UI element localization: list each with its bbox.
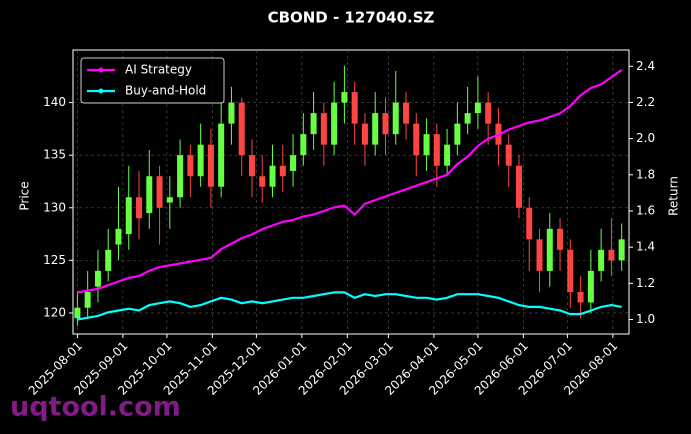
y-tick-label: 140 bbox=[43, 95, 66, 109]
candle-body bbox=[228, 102, 235, 124]
candle-body bbox=[433, 134, 440, 166]
candle-body bbox=[259, 176, 266, 187]
candle-body bbox=[279, 165, 286, 177]
candle-body bbox=[372, 113, 379, 145]
candle-body bbox=[403, 102, 410, 124]
candle-body bbox=[341, 92, 348, 103]
candle-body bbox=[515, 165, 522, 208]
candle-body bbox=[382, 113, 389, 135]
candle-body bbox=[526, 207, 533, 240]
candle-body bbox=[136, 197, 143, 219]
candle-body bbox=[146, 176, 153, 214]
y2-tick-label: 1.0 bbox=[636, 312, 655, 326]
candle-body bbox=[105, 249, 112, 271]
candle-body bbox=[474, 102, 481, 114]
candle-body bbox=[464, 113, 471, 124]
candle-body bbox=[587, 270, 594, 303]
chart-title: CBOND - 127040.SZ bbox=[268, 9, 435, 27]
candle-body bbox=[84, 291, 91, 308]
candle-body bbox=[218, 123, 225, 187]
candle-body bbox=[125, 197, 132, 235]
legend-marker bbox=[98, 88, 104, 94]
candle-body bbox=[331, 102, 338, 145]
candle-body bbox=[74, 307, 81, 319]
candle-body bbox=[505, 144, 512, 166]
candle-body bbox=[423, 134, 430, 156]
legend-box bbox=[80, 57, 225, 104]
candle-body bbox=[392, 102, 399, 135]
candle-body bbox=[269, 165, 276, 187]
y2-tick-label: 2.0 bbox=[636, 131, 655, 145]
candle-body bbox=[290, 155, 297, 171]
candle-body bbox=[444, 144, 451, 166]
candle-body bbox=[207, 144, 214, 187]
candle-body bbox=[166, 197, 173, 203]
candle-body bbox=[156, 176, 163, 208]
y2-tick-label: 1.4 bbox=[636, 240, 655, 254]
candle-body bbox=[248, 155, 255, 177]
legend-label: AI Strategy bbox=[125, 63, 192, 77]
series-line bbox=[77, 291, 622, 321]
y2-tick-label: 1.2 bbox=[636, 276, 655, 290]
candle-body bbox=[351, 92, 358, 124]
candle-body bbox=[300, 134, 307, 156]
y-tick-label: 135 bbox=[43, 148, 66, 162]
candle-body bbox=[546, 228, 553, 271]
plot-frame bbox=[72, 49, 630, 335]
y2-tick-label: 2.4 bbox=[636, 59, 655, 73]
candle-body bbox=[115, 228, 122, 245]
series-line bbox=[77, 68, 623, 294]
candle-body bbox=[454, 123, 461, 145]
candle-body bbox=[94, 270, 101, 287]
candle-body bbox=[320, 113, 327, 145]
y2-tick-label: 1.6 bbox=[636, 203, 655, 217]
candle-body bbox=[557, 228, 564, 250]
candle-body bbox=[361, 123, 368, 145]
y2-tick-label: 2.2 bbox=[636, 95, 655, 109]
y2-tick-label: 1.8 bbox=[636, 167, 655, 181]
legend-label: Buy-and-Hold bbox=[125, 84, 206, 98]
candle-body bbox=[187, 155, 194, 177]
candle-body bbox=[567, 249, 574, 292]
candle-body bbox=[536, 239, 543, 271]
candle-body bbox=[618, 239, 625, 261]
candle-body bbox=[310, 113, 317, 135]
candle-body bbox=[238, 102, 245, 156]
candle-body bbox=[598, 249, 605, 271]
candle-body bbox=[413, 123, 420, 156]
y-tick-label: 125 bbox=[43, 253, 66, 267]
candle-body bbox=[485, 102, 492, 124]
watermark: uqtool.com bbox=[10, 392, 181, 423]
candle-body bbox=[608, 249, 615, 261]
candle-body bbox=[577, 291, 584, 303]
y-tick-label: 120 bbox=[43, 305, 66, 319]
legend-marker bbox=[98, 67, 104, 73]
candle-body bbox=[177, 155, 184, 198]
candle-body bbox=[197, 144, 204, 177]
y-axis-label: Price bbox=[18, 181, 32, 210]
y-tick-label: 130 bbox=[43, 200, 66, 214]
y2-axis-label: Return bbox=[667, 176, 681, 216]
